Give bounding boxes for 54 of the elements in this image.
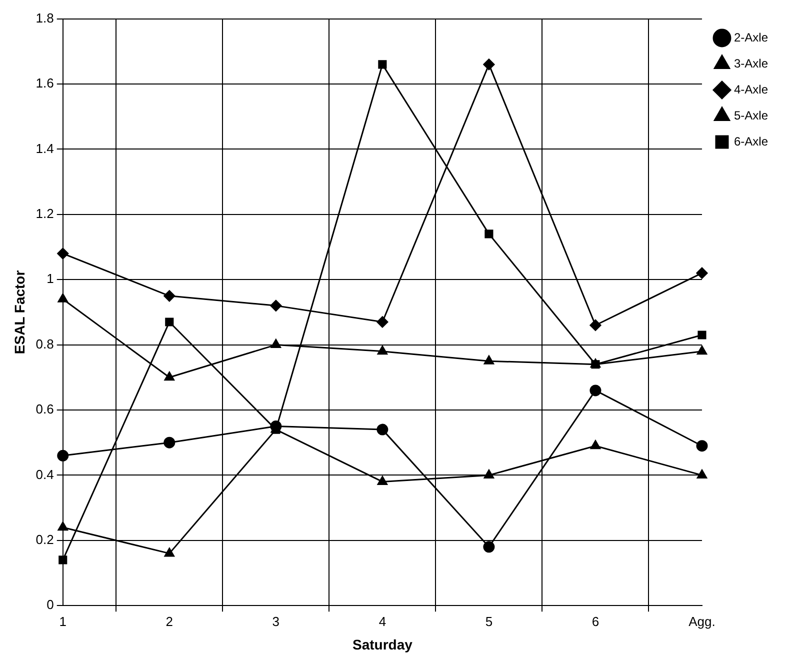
- y-tick-label: 0.8: [36, 336, 54, 352]
- point: [377, 346, 388, 355]
- point: [696, 346, 708, 355]
- y-tick-label: 0.6: [36, 402, 54, 417]
- point: [696, 440, 708, 452]
- y-tick-label: 1.8: [36, 10, 54, 26]
- x-tick-label: 5: [485, 614, 493, 629]
- legend-label: 5-Axle: [734, 108, 768, 122]
- legend-label: 3-Axle: [734, 56, 768, 70]
- point: [164, 436, 176, 448]
- point: [590, 384, 602, 396]
- point: [483, 541, 495, 553]
- x-tick-label: 4: [378, 614, 386, 629]
- y-tick-label: 1: [46, 271, 54, 286]
- point: [58, 293, 68, 302]
- y-tick-label: 1.6: [36, 76, 54, 91]
- y-tick-label: 0.2: [36, 532, 54, 547]
- point: [484, 469, 494, 478]
- point: [164, 548, 174, 557]
- y-tick-label: 0: [46, 597, 54, 612]
- point: [590, 319, 602, 331]
- x-tick-label: 2: [166, 614, 174, 629]
- legend-label: 6-Axle: [734, 134, 768, 148]
- point: [696, 469, 708, 478]
- point: [58, 556, 68, 564]
- x-axis-title: Saturday: [352, 636, 413, 652]
- y-axis-title: ESAL Factor: [11, 270, 28, 354]
- point: [484, 355, 494, 364]
- point: [270, 300, 282, 312]
- point: [57, 450, 69, 462]
- x-tick-label: 6: [592, 614, 600, 629]
- point: [484, 230, 494, 238]
- point: [164, 372, 174, 381]
- y-tick-label: 1.2: [36, 206, 54, 221]
- point: [696, 267, 708, 279]
- y-tick-label: 0.4: [36, 466, 54, 482]
- point: [376, 316, 388, 328]
- point: [376, 424, 388, 436]
- x-tick-label: Agg.: [688, 614, 716, 629]
- x-tick-label: 3: [272, 614, 280, 629]
- point: [377, 476, 388, 485]
- legend-label: 2-Axle: [734, 30, 768, 44]
- point: [164, 290, 176, 302]
- legend-label: 4-Axle: [734, 82, 768, 96]
- point: [165, 318, 174, 326]
- x-tick-label: 1: [59, 614, 66, 629]
- point: [58, 522, 68, 531]
- y-tick-label: 1.4: [36, 140, 54, 156]
- point: [590, 440, 601, 450]
- point: [698, 330, 706, 340]
- point: [57, 248, 69, 260]
- point: [483, 58, 495, 70]
- point: [270, 339, 281, 348]
- point: [378, 60, 387, 69]
